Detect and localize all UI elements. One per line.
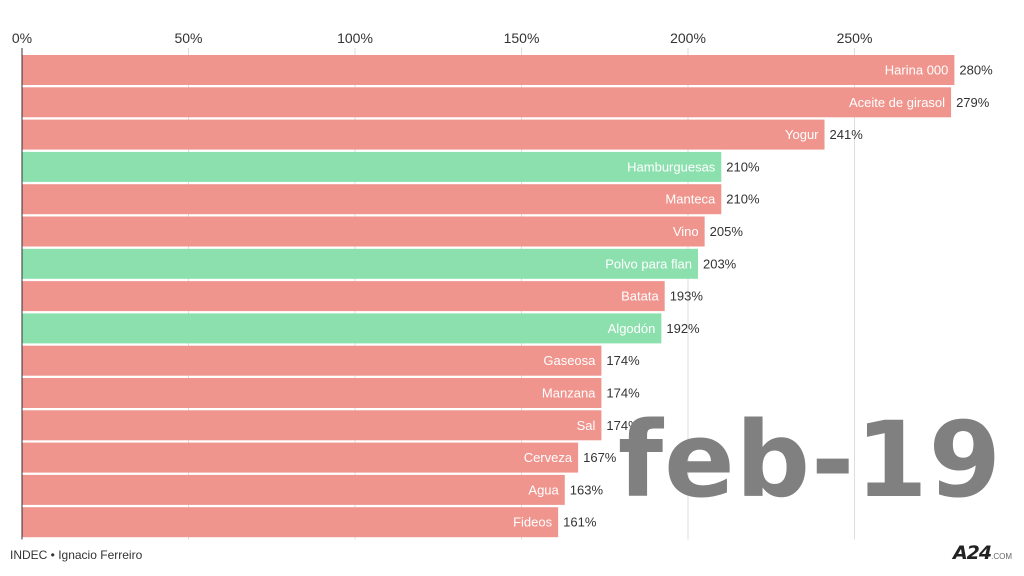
x-tick-label: 0% bbox=[12, 30, 32, 46]
bar bbox=[22, 216, 705, 247]
bar bbox=[22, 184, 722, 215]
bar-row: Gaseosa 174% bbox=[22, 345, 640, 376]
bar-category-label: Harina 000 bbox=[885, 63, 949, 78]
bar bbox=[22, 378, 602, 408]
bar-category-label: Manzana bbox=[542, 386, 596, 401]
bar-category-label: Fideos bbox=[513, 515, 553, 530]
source-credit: INDEC • Ignacio Ferreiro bbox=[10, 548, 143, 562]
bar-value-label: 279% bbox=[956, 95, 990, 110]
bar bbox=[22, 442, 579, 473]
logo-mark: A24 bbox=[952, 542, 992, 564]
bar-category-label: Yogur bbox=[785, 127, 819, 142]
bar bbox=[22, 345, 602, 376]
bar bbox=[22, 248, 698, 279]
x-tick-label: 150% bbox=[504, 30, 540, 46]
x-tick-label: 50% bbox=[174, 30, 202, 46]
bar-row: Batata 193% bbox=[22, 281, 704, 312]
bar-category-label: Polvo para flan bbox=[605, 256, 692, 271]
bar-row: Sal 174% bbox=[22, 410, 640, 441]
bar-category-label: Gaseosa bbox=[543, 353, 596, 368]
bar-category-label: Algodón bbox=[608, 321, 656, 336]
bar-category-label: Aceite de girasol bbox=[849, 95, 945, 110]
x-tick-label: 250% bbox=[837, 30, 873, 46]
bar-category-label: Cerveza bbox=[524, 450, 573, 465]
bar-row: Harina 000 280% bbox=[22, 55, 993, 85]
bar-value-label: 241% bbox=[830, 127, 864, 142]
bar-value-label: 174% bbox=[606, 353, 640, 368]
bar-value-label: 210% bbox=[726, 192, 760, 207]
bar-row: Manteca 210% bbox=[22, 184, 760, 215]
x-tick-label: 100% bbox=[337, 30, 373, 46]
bar-value-label: 174% bbox=[606, 386, 640, 401]
bar-value-label: 174% bbox=[606, 418, 640, 433]
bar-category-label: Hamburguesas bbox=[627, 159, 716, 174]
bar-row: Cerveza 167% bbox=[22, 442, 617, 473]
bar-category-label: Batata bbox=[621, 289, 659, 304]
logo-suffix: .COM bbox=[991, 552, 1012, 561]
bar-row: Agua 163% bbox=[22, 474, 604, 505]
bar bbox=[22, 313, 662, 344]
bar-row: Polvo para flan 203% bbox=[22, 248, 737, 279]
bar-value-label: 280% bbox=[959, 63, 993, 78]
bar-value-label: 163% bbox=[570, 482, 604, 497]
bar-category-label: Sal bbox=[577, 418, 596, 433]
bar bbox=[22, 281, 665, 312]
bar-value-label: 210% bbox=[726, 159, 760, 174]
bar-row: Manzana 174% bbox=[22, 378, 640, 408]
bar-row: Vino 205% bbox=[22, 216, 744, 247]
bar bbox=[22, 474, 565, 505]
bar-row: Fideos 161% bbox=[22, 507, 597, 538]
bar-row: Aceite de girasol 279% bbox=[22, 87, 990, 118]
bar-category-label: Manteca bbox=[665, 192, 716, 207]
bar-value-label: 167% bbox=[583, 450, 617, 465]
x-tick-label: 200% bbox=[670, 30, 706, 46]
a24-logo: A24.COM bbox=[953, 542, 1012, 564]
bar bbox=[22, 151, 722, 182]
bar bbox=[22, 507, 559, 538]
bar-value-label: 205% bbox=[710, 224, 744, 239]
bar-row: Hamburguesas 210% bbox=[22, 151, 760, 182]
bar-value-label: 193% bbox=[670, 289, 704, 304]
bar-value-label: 192% bbox=[666, 321, 700, 336]
bar-category-label: Agua bbox=[528, 482, 559, 497]
bar-value-label: 203% bbox=[703, 256, 737, 271]
bar-row: Algodón 192% bbox=[22, 313, 700, 344]
bar bbox=[22, 55, 955, 85]
bar-chart: 0% 50% 100% 150% 200% 250% Harina 000 280% Aceit… bbox=[12, 30, 993, 540]
bar-row: Yogur 241% bbox=[22, 119, 864, 150]
bar-value-label: 161% bbox=[563, 515, 597, 530]
bar bbox=[22, 119, 825, 150]
period-label: feb-19 bbox=[617, 399, 1002, 521]
bar-category-label: Vino bbox=[673, 224, 699, 239]
bar bbox=[22, 410, 602, 441]
bar bbox=[22, 87, 952, 118]
